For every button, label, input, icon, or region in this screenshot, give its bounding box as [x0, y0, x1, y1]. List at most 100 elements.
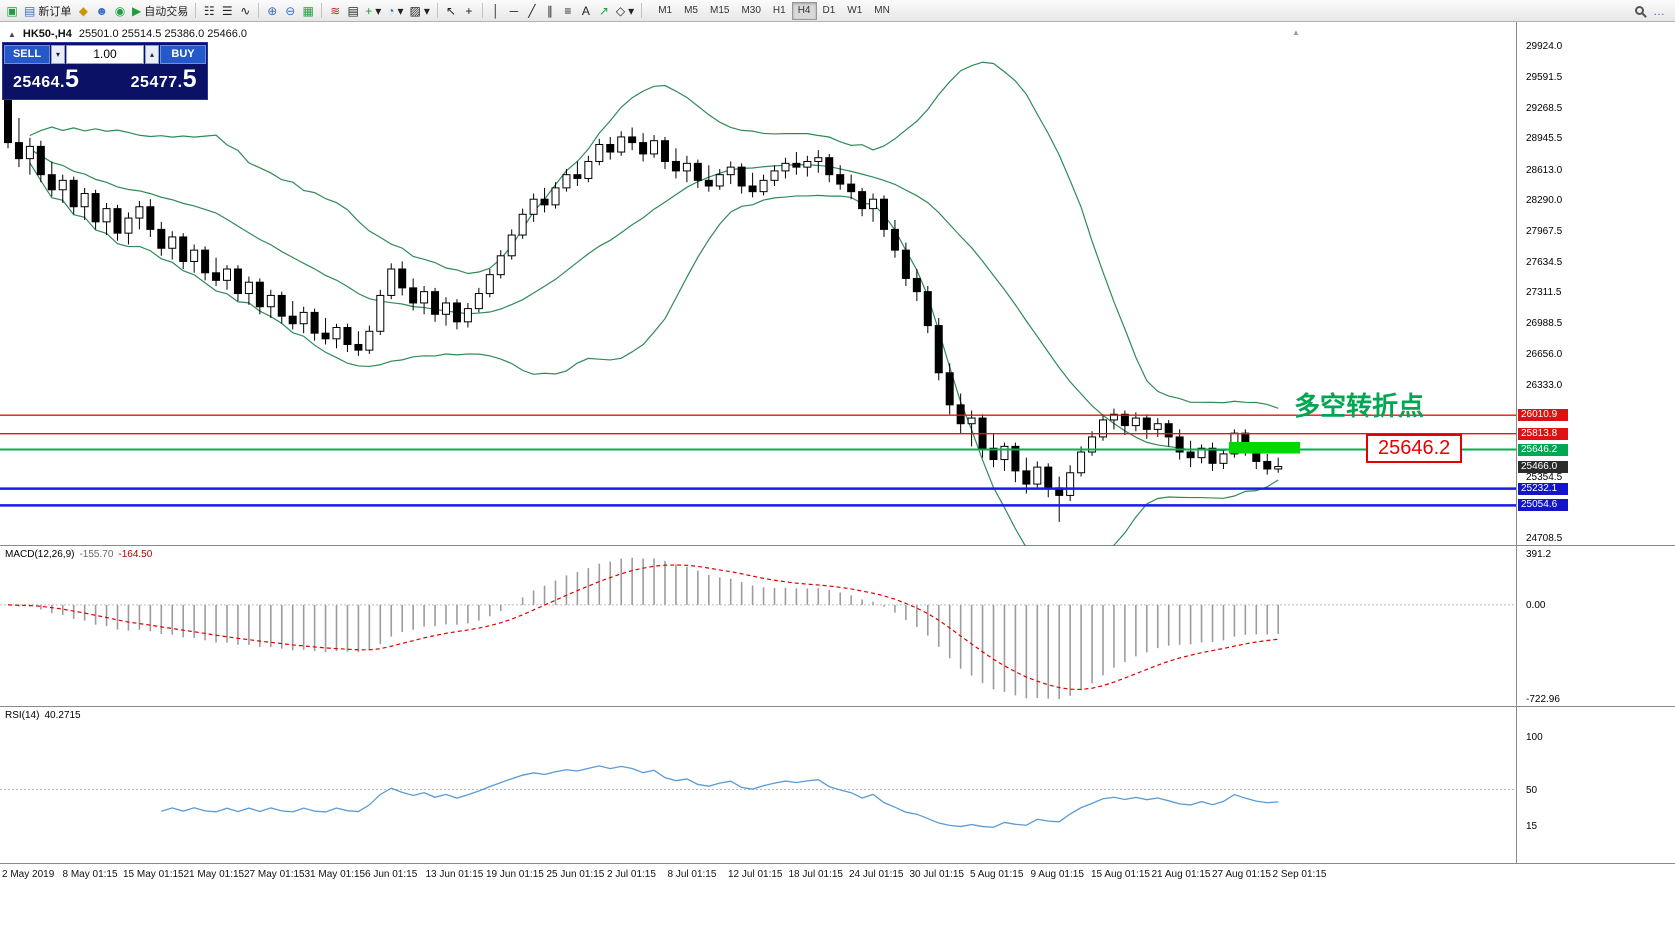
vertical-line-tool[interactable]: │ [487, 1, 505, 21]
horizontal-line-icon: ─ [509, 3, 519, 18]
time-axis-label: 15 Aug 01:15 [1091, 869, 1150, 880]
price-axis-label: 26656.0 [1526, 349, 1563, 361]
auto-trading-button[interactable]: ▶ 自动交易 [131, 3, 189, 18]
time-axis-label: 27 Aug 01:15 [1212, 869, 1271, 880]
zoom-out-button[interactable]: ⊖ [281, 1, 299, 21]
channel-tool[interactable]: ∥ [541, 1, 559, 21]
zoom-in-button[interactable]: ⊕ [263, 1, 281, 21]
toolbar-separator [481, 3, 483, 18]
time-axis-label: 2 Sep 01:15 [1272, 869, 1327, 880]
timeframe-h1[interactable]: H1 [772, 5, 786, 16]
profile-button[interactable]: ☻ [92, 1, 111, 21]
template-icon: ▨ [409, 3, 421, 18]
buy-button[interactable]: BUY [160, 44, 206, 64]
add-indicator-button[interactable]: + ▾ [362, 1, 384, 21]
timeframe-d1[interactable]: D1 [822, 5, 836, 16]
timeframe-m30[interactable]: M30 [741, 5, 761, 16]
time-axis-label: 5 Aug 01:15 [970, 869, 1024, 880]
time-axis-label: 13 Jun 01:15 [425, 869, 484, 880]
data-window-button[interactable]: ▤ [344, 1, 362, 21]
chart-shift-marker[interactable]: ▲ [1292, 28, 1300, 37]
volume-increase-button[interactable]: ▴ [145, 44, 159, 64]
arrows-tool[interactable]: ↗ [595, 1, 613, 21]
indicators-icon: ≋ [330, 3, 341, 18]
trendline-tool[interactable]: ╱ [523, 1, 541, 21]
timeframe-mn[interactable]: MN [874, 5, 890, 16]
timeframe-m5[interactable]: M5 [684, 5, 698, 16]
price-badge: 25646.2 [1518, 443, 1568, 456]
cursor-tool-button[interactable]: ↖ [442, 1, 460, 21]
rsi-axis: 100 50 15 [1516, 707, 1675, 863]
mql-icon: ◆ [78, 3, 88, 18]
period-dropdown[interactable]: ◔ ▾ [384, 1, 406, 21]
time-axis-label: 31 May 01:15 [304, 869, 366, 880]
price-axis-label: 26333.0 [1526, 379, 1563, 391]
ohlc-readout: 25501.0 25514.5 25386.0 25466.0 [78, 28, 248, 40]
price-badge: 26010.9 [1518, 409, 1568, 422]
shapes-dropdown[interactable]: ◇ ▾ [613, 1, 637, 21]
time-axis-label: 2 May 2019 [2, 869, 55, 880]
price-chart-canvas[interactable] [0, 22, 1516, 546]
time-axis-label: 6 Jun 01:15 [365, 869, 418, 880]
price-badge: 25232.1 [1518, 482, 1568, 495]
fibonacci-icon: ≡ [564, 3, 572, 18]
new-order-button[interactable]: ▤ 新订单 [24, 3, 72, 18]
chevron-down-icon: ▾ [375, 3, 382, 18]
fibonacci-tool[interactable]: ≡ [559, 1, 577, 21]
symbol-title: HK50-,H4 [22, 28, 72, 40]
time-axis-label: 21 May 01:15 [183, 869, 245, 880]
timeframe-m15[interactable]: M15 [710, 5, 730, 16]
period-icon: ◔ [387, 3, 395, 18]
volume-input[interactable] [66, 44, 144, 64]
sell-price[interactable]: 25464.5 [13, 65, 80, 93]
new-order-icon: ▤ [24, 3, 36, 18]
toolbar-separator [436, 3, 438, 18]
macd-axis: 391.2 0.00 -722.96 [1516, 546, 1675, 706]
line-chart-icon: ∿ [240, 3, 251, 18]
timeframe-h4[interactable]: H4 [791, 1, 817, 20]
price-axis-label: 27634.5 [1526, 256, 1563, 268]
search-icon[interactable] [1635, 6, 1644, 15]
time-axis-label: 19 Jun 01:15 [486, 869, 544, 880]
sell-button[interactable]: SELL [4, 44, 50, 64]
rsi-canvas[interactable] [0, 707, 1516, 864]
trendline-icon: ╱ [528, 3, 536, 18]
macd-canvas[interactable] [0, 546, 1516, 707]
mql-community-button[interactable]: ◆ [74, 1, 92, 21]
rsi-label: RSI(14) 40.2715 [5, 710, 81, 721]
rsi-axis-label: 50 [1526, 784, 1538, 796]
rsi-axis-label: 100 [1526, 732, 1543, 743]
buy-price[interactable]: 25477.5 [130, 65, 197, 93]
macd-axis-label: 391.2 [1526, 549, 1552, 560]
line-chart-button[interactable]: ∿ [236, 1, 254, 21]
price-badge: 25813.8 [1518, 427, 1568, 440]
price-axis-label: 26988.5 [1526, 317, 1563, 329]
template-dropdown[interactable]: ▨ ▾ [407, 1, 433, 21]
crosshair-tool-button[interactable]: + [460, 1, 478, 21]
text-tool[interactable]: A [577, 1, 595, 21]
tile-windows-button[interactable]: ▦ [299, 1, 317, 21]
price-axis-label: 28290.0 [1526, 195, 1563, 207]
broadcast-button[interactable]: ◉ [111, 1, 129, 21]
collapse-icon[interactable]: ▲ [8, 29, 16, 39]
time-axis-label: 30 Jul 01:15 [909, 869, 965, 880]
horizontal-line-tool[interactable]: ─ [505, 1, 523, 21]
timeframe-w1[interactable]: W1 [847, 5, 863, 16]
time-axis-label: 24 Jul 01:15 [849, 869, 904, 880]
timeframe-m1[interactable]: M1 [658, 5, 673, 16]
indicators-list-button[interactable]: ≋ [326, 1, 344, 21]
bar-chart-button[interactable]: ☷ [200, 1, 218, 21]
turning-point-annotation: 多空转折点 [1294, 391, 1425, 421]
chat-button[interactable]: … [1650, 1, 1668, 21]
price-badge: 25054.6 [1518, 499, 1568, 512]
zoom-out-icon: ⊖ [285, 3, 296, 18]
volume-decrease-button[interactable]: ▾ [51, 44, 65, 64]
time-axis-label: 9 Aug 01:15 [1030, 869, 1084, 880]
zoom-in-icon: ⊕ [267, 3, 278, 18]
candlestick-chart-button[interactable]: ☰ [218, 1, 236, 21]
crosshair-icon: + [465, 3, 473, 18]
rsi-panel: RSI(14) 40.2715 100 50 15 [0, 707, 1675, 864]
price-axis-label: 28945.5 [1526, 133, 1563, 145]
profile-icon: ☻ [95, 3, 108, 18]
